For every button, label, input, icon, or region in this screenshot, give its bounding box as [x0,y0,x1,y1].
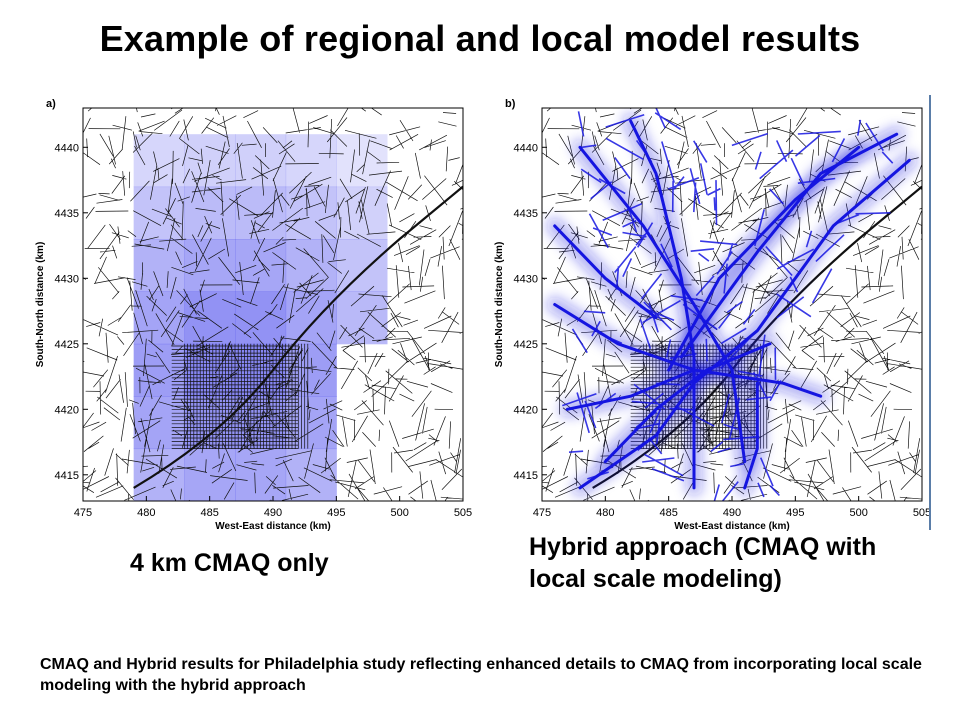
roadway-concentration-lines [553,119,911,490]
concentration-cell [336,291,388,345]
panel-cmaq-only: 475 480 485 490 495 500 505 4415 4420 4425 4430 443… [35,90,472,535]
concentration-cell [285,239,337,292]
footnote: CMAQ and Hybrid results for Philadelphia… [40,656,922,694]
y-tick-label: 4430 [514,273,538,285]
concentration-cell [133,291,185,345]
x-tick-label: 480 [596,507,614,519]
concentration-cell [336,239,388,292]
concentration-cell [336,134,388,188]
y-tick-label: 4440 [55,142,79,154]
y-tick-label: 4420 [55,404,79,416]
concentration-cell [235,448,287,501]
x-tick-label: 485 [659,507,677,519]
x-tick-label: 475 [533,507,551,519]
x-tick-label: 475 [74,507,92,519]
caption-cmaq-only: 4 km CMAQ only [130,549,329,577]
y-axis-label: South-North distance (km) [35,242,46,368]
y-axis-label: South-North distance (km) [494,242,505,368]
road-network [83,108,463,501]
y-tick-label: 4435 [514,208,538,220]
concentration-cell [133,186,185,240]
hybrid-map-chart: 475 480 485 490 495 500 505 4415 4420 4425 4430 443… [494,107,931,532]
x-axis-label: West-East distance (km) [674,521,789,532]
y-tick-label: 4415 [55,470,79,482]
x-tick-label: 490 [723,507,741,519]
slide-divider-line [929,95,931,530]
cmaq-map-chart: 475 480 485 490 495 500 505 4415 4420 4425 4430 443… [35,107,472,532]
x-tick-label: 500 [390,507,408,519]
river-line [133,185,463,489]
y-tick-label: 4430 [55,273,79,285]
concentration-cell [184,448,236,501]
map-plot-area [542,108,922,501]
concentration-cell [133,448,185,501]
concentration-cell [285,134,337,188]
minor-road-concentration [562,108,894,501]
concentration-cell [235,239,287,292]
y-tick-label: 4435 [55,208,79,220]
y-tick-label: 4415 [514,470,538,482]
map-plot-area [83,108,463,501]
y-tick-label: 4440 [514,142,538,154]
panel-label-b: b) [505,98,516,110]
x-tick-label: 505 [913,507,931,519]
y-tick-label: 4425 [55,339,79,351]
x-tick-label: 490 [264,507,282,519]
concentration-cell [133,239,185,292]
concentration-cell [184,291,236,345]
panel-label-a: a) [46,98,56,110]
concentration-cell [235,186,287,240]
panel-hybrid: 475 480 485 490 495 500 505 4415 4420 4425 4430 443… [494,90,931,535]
caption-hybrid: Hybrid approach (CMAQ with local scale m… [529,533,877,593]
concentration-cell [184,186,236,240]
x-tick-label: 505 [454,507,472,519]
x-axis-label: West-East distance (km) [215,521,330,532]
slide-title: Example of regional and local model resu… [99,18,861,59]
concentration-cell [184,239,236,292]
y-tick-label: 4420 [514,404,538,416]
concentration-cell [235,291,287,345]
x-tick-label: 495 [327,507,345,519]
y-tick-label: 4425 [514,339,538,351]
concentration-cell [285,448,337,501]
x-tick-label: 480 [137,507,155,519]
x-tick-label: 495 [786,507,804,519]
concentration-cell [285,186,337,240]
x-tick-label: 500 [849,507,867,519]
x-tick-label: 485 [200,507,218,519]
